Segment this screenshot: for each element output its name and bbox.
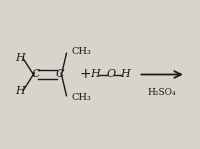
Text: H: H: [90, 69, 100, 80]
Text: C: C: [55, 69, 64, 80]
Text: H: H: [15, 86, 25, 96]
Text: O: O: [106, 69, 115, 80]
Text: CH₃: CH₃: [71, 93, 91, 102]
Text: CH₃: CH₃: [71, 47, 91, 56]
Text: H: H: [120, 69, 130, 80]
Text: H: H: [15, 53, 25, 63]
Text: H₂SO₄: H₂SO₄: [148, 88, 176, 97]
Text: +: +: [79, 67, 91, 82]
Text: C: C: [32, 69, 40, 80]
